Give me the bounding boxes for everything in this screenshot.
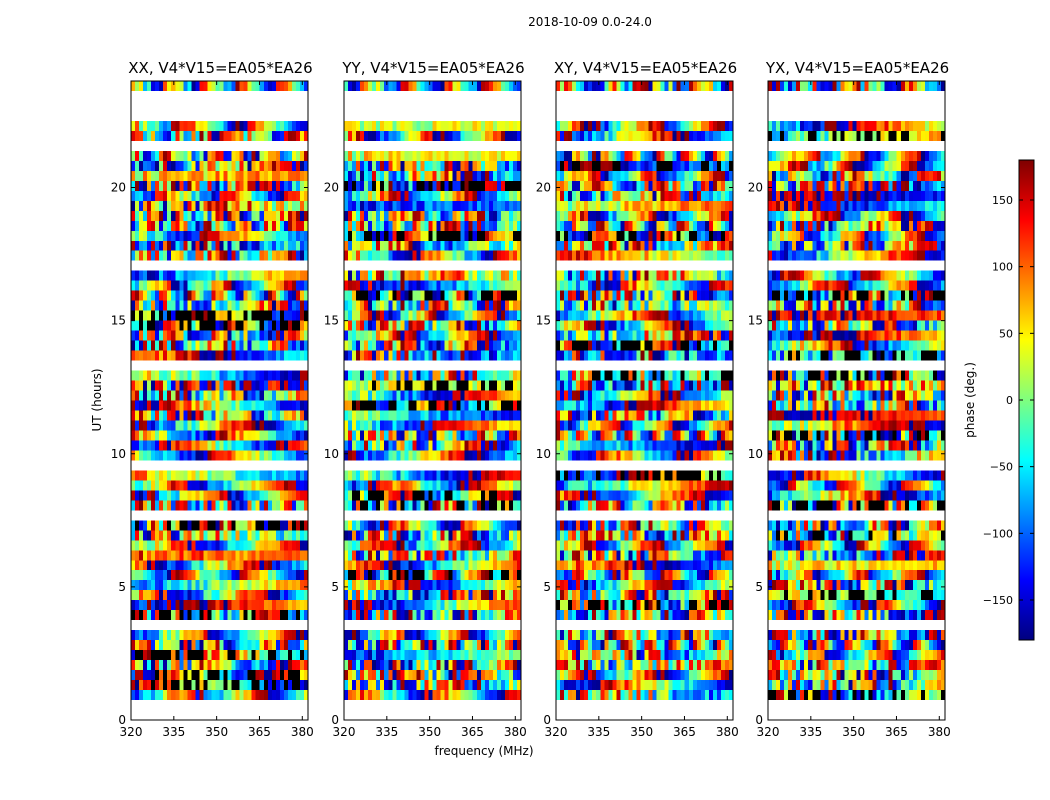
x-tick-label: 350 bbox=[418, 725, 441, 739]
x-tick-label: 320 bbox=[757, 725, 780, 739]
x-tick-label: 350 bbox=[205, 725, 228, 739]
heatmap-image bbox=[131, 81, 308, 720]
colorbar-tick-label: 150 bbox=[992, 194, 1013, 207]
y-tick-label: 15 bbox=[324, 314, 339, 328]
y-tick-label: 5 bbox=[331, 580, 339, 594]
x-axis-label: frequency (MHz) bbox=[434, 744, 533, 758]
x-tick-label: 365 bbox=[885, 725, 908, 739]
colorbar-tick-label: 50 bbox=[999, 327, 1013, 340]
axes-frame bbox=[343, 80, 522, 721]
panel-title: XX, V4*V15=EA05*EA26 bbox=[128, 59, 312, 77]
x-tick-label: 320 bbox=[545, 725, 568, 739]
x-tick-label: 365 bbox=[461, 725, 484, 739]
y-tick-label: 0 bbox=[543, 713, 551, 727]
y-tick-label: 0 bbox=[755, 713, 763, 727]
y-tick-label: 20 bbox=[111, 181, 126, 195]
y-tick-label: 5 bbox=[118, 580, 126, 594]
x-tick-label: 380 bbox=[928, 725, 951, 739]
x-tick-label: 350 bbox=[630, 725, 653, 739]
colorbar-tick-label: −150 bbox=[983, 594, 1013, 607]
axes-frame bbox=[555, 80, 734, 721]
x-tick-label: 335 bbox=[162, 725, 185, 739]
panel-title: XY, V4*V15=EA05*EA26 bbox=[554, 59, 737, 77]
y-tick-label: 15 bbox=[748, 314, 763, 328]
panel-xy: XY, V4*V15=EA05*EA26 320 335 350 365 380 0 5 10 1… bbox=[536, 59, 739, 739]
axes-frame bbox=[130, 80, 309, 721]
y-axis-label: UT (hours) bbox=[90, 368, 104, 431]
x-tick-label: 380 bbox=[716, 725, 739, 739]
y-tick-label: 0 bbox=[118, 713, 126, 727]
colorbar-tick-label: −100 bbox=[983, 527, 1013, 540]
x-tick-label: 335 bbox=[375, 725, 398, 739]
x-tick-label: 365 bbox=[248, 725, 271, 739]
y-tick-label: 5 bbox=[543, 580, 551, 594]
x-tick-label: 320 bbox=[333, 725, 356, 739]
figure-suptitle: 2018-10-09 0.0-24.0 bbox=[528, 15, 652, 29]
y-tick-label: 0 bbox=[331, 713, 339, 727]
x-tick-label: 335 bbox=[587, 725, 610, 739]
y-tick-label: 10 bbox=[111, 447, 126, 461]
x-tick-label: 380 bbox=[291, 725, 314, 739]
heatmap-image bbox=[768, 81, 945, 720]
heatmap-image bbox=[344, 81, 521, 720]
panel-title: YY, V4*V15=EA05*EA26 bbox=[341, 59, 524, 77]
axes-frame bbox=[767, 80, 946, 721]
y-tick-label: 20 bbox=[748, 181, 763, 195]
panel-xx: XX, V4*V15=EA05*EA26 320 335 350 365 380 0 5 10 1… bbox=[111, 59, 314, 739]
heatmap-image bbox=[556, 81, 733, 720]
colorbar-label: phase (deg.) bbox=[963, 362, 977, 438]
y-tick-label: 15 bbox=[111, 314, 126, 328]
x-tick-label: 380 bbox=[504, 725, 527, 739]
colorbar: −150 −100 −50 0 50 100 150 phase (deg.) bbox=[963, 159, 1035, 641]
x-tick-label: 320 bbox=[120, 725, 143, 739]
y-tick-label: 5 bbox=[755, 580, 763, 594]
x-tick-label: 335 bbox=[799, 725, 822, 739]
colorbar-tick-label: 0 bbox=[1006, 394, 1013, 407]
colorbar-tick-label: −50 bbox=[990, 461, 1013, 474]
panel-yy: YY, V4*V15=EA05*EA26 320 335 350 365 380 0 5 10 1… bbox=[324, 59, 527, 739]
panel-title: YX, V4*V15=EA05*EA26 bbox=[765, 59, 949, 77]
y-tick-label: 20 bbox=[536, 181, 551, 195]
x-tick-label: 350 bbox=[842, 725, 865, 739]
y-tick-label: 10 bbox=[324, 447, 339, 461]
colorbar-tick-label: 100 bbox=[992, 261, 1013, 274]
y-tick-label: 20 bbox=[324, 181, 339, 195]
y-tick-label: 15 bbox=[536, 314, 551, 328]
panel-yx: YX, V4*V15=EA05*EA26 320 335 350 365 380 0 5 10 1… bbox=[748, 59, 951, 739]
x-tick-label: 365 bbox=[673, 725, 696, 739]
y-tick-label: 10 bbox=[536, 447, 551, 461]
y-tick-label: 10 bbox=[748, 447, 763, 461]
